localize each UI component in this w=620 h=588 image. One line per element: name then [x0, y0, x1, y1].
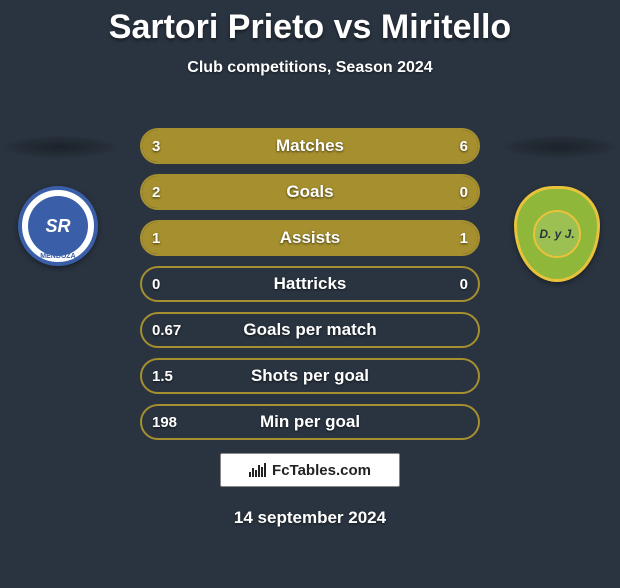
stat-value-right: 6 [460, 128, 468, 164]
stat-label: Assists [140, 220, 480, 256]
stat-label: Min per goal [140, 404, 480, 440]
stat-row: Hattricks0 0 [140, 266, 480, 302]
stat-value-left: 3 [152, 128, 160, 164]
stat-value-right: 0 [460, 174, 468, 210]
shadow-right [504, 136, 616, 158]
stat-value-right: 1 [460, 220, 468, 256]
team-badge-left: SR MENDOZA [18, 186, 106, 274]
stat-value-left: 1 [152, 220, 160, 256]
stat-value-left: 1.5 [152, 358, 173, 394]
stat-row: Goals per match0.67 [140, 312, 480, 348]
team-badge-right: D. y J. [514, 186, 602, 274]
stat-row: Matches3 6 [140, 128, 480, 164]
page-subtitle: Club competitions, Season 2024 [0, 59, 620, 77]
footer-logo-text: FcTables.com [272, 462, 371, 479]
stat-label: Hattricks [140, 266, 480, 302]
stat-value-right: 0 [460, 266, 468, 302]
shadow-left [4, 136, 116, 158]
stat-value-left: 2 [152, 174, 160, 210]
stat-label: Matches [140, 128, 480, 164]
stat-row: Assists1 1 [140, 220, 480, 256]
footer-logo: FcTables.com [220, 453, 400, 487]
stat-label: Shots per goal [140, 358, 480, 394]
page-title: Sartori Prieto vs Miritello [0, 8, 620, 47]
badge-right-text: D. y J. [533, 210, 581, 258]
stat-label: Goals [140, 174, 480, 210]
stat-value-left: 0.67 [152, 312, 181, 348]
comparison-bars: Matches36Goals20Assists11Hattricks00Goal… [140, 128, 480, 450]
stat-value-left: 0 [152, 266, 160, 302]
chart-icon [249, 463, 266, 477]
badge-left-ring-text: MENDOZA [22, 190, 94, 262]
stat-value-left: 198 [152, 404, 177, 440]
footer-date: 14 september 2024 [0, 508, 620, 528]
stat-row: Min per goal198 [140, 404, 480, 440]
stat-label: Goals per match [140, 312, 480, 348]
stat-row: Shots per goal1.5 [140, 358, 480, 394]
stat-row: Goals2 0 [140, 174, 480, 210]
